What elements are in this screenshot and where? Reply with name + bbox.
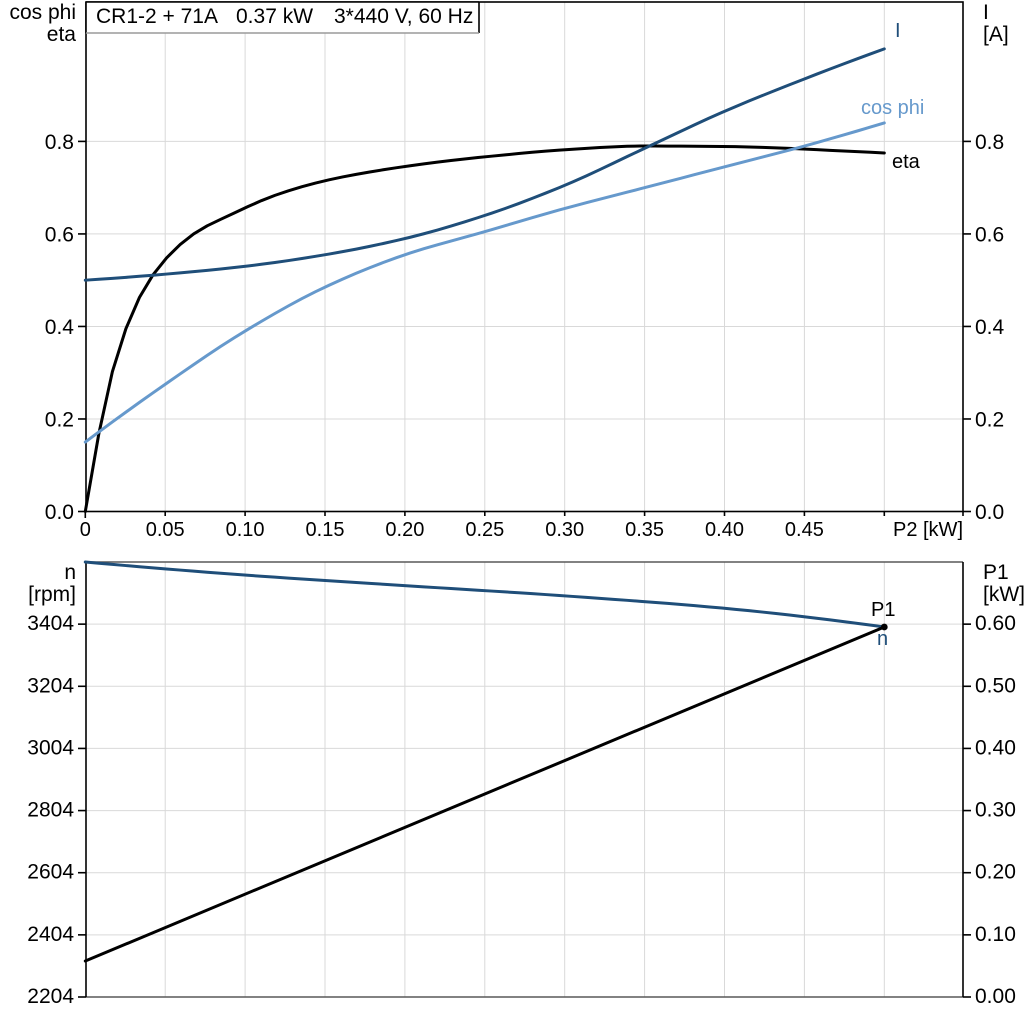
svg-text:2404: 2404 bbox=[27, 923, 74, 946]
svg-text:0.45: 0.45 bbox=[785, 519, 824, 541]
svg-text:0.25: 0.25 bbox=[465, 519, 504, 541]
svg-text:eta: eta bbox=[47, 23, 77, 46]
svg-text:cos phi: cos phi bbox=[861, 97, 924, 119]
svg-text:P1: P1 bbox=[983, 561, 1009, 584]
svg-text:0.6: 0.6 bbox=[975, 224, 1004, 247]
svg-text:0.4: 0.4 bbox=[45, 316, 75, 339]
svg-text:cos phi: cos phi bbox=[9, 1, 76, 24]
svg-text:0.15: 0.15 bbox=[306, 519, 345, 541]
svg-text:eta: eta bbox=[892, 151, 921, 173]
svg-text:0.0: 0.0 bbox=[975, 501, 1004, 524]
svg-text:P1: P1 bbox=[871, 599, 895, 621]
svg-text:3404: 3404 bbox=[27, 612, 74, 635]
svg-text:0.30: 0.30 bbox=[545, 519, 584, 541]
svg-text:0.0: 0.0 bbox=[45, 501, 74, 524]
svg-text:0.20: 0.20 bbox=[385, 519, 424, 541]
svg-text:0.05: 0.05 bbox=[146, 519, 185, 541]
svg-text:0.8: 0.8 bbox=[45, 131, 74, 154]
svg-text:0: 0 bbox=[80, 519, 91, 541]
svg-text:I: I bbox=[895, 20, 901, 42]
svg-text:0.2: 0.2 bbox=[975, 409, 1004, 432]
svg-text:0.37 kW: 0.37 kW bbox=[236, 5, 313, 28]
svg-text:0.40: 0.40 bbox=[705, 519, 744, 541]
svg-text:[A]: [A] bbox=[983, 23, 1009, 46]
svg-text:0.30: 0.30 bbox=[975, 799, 1016, 822]
svg-text:3*440 V, 60 Hz: 3*440 V, 60 Hz bbox=[334, 5, 473, 28]
svg-text:P2 [kW]: P2 [kW] bbox=[893, 519, 963, 541]
svg-text:0.00: 0.00 bbox=[975, 985, 1016, 1008]
svg-text:I: I bbox=[983, 1, 989, 24]
svg-text:[kW]: [kW] bbox=[983, 583, 1024, 606]
svg-text:2804: 2804 bbox=[27, 799, 74, 822]
svg-text:n: n bbox=[877, 628, 888, 650]
svg-text:0.6: 0.6 bbox=[45, 224, 74, 247]
svg-text:3004: 3004 bbox=[27, 736, 74, 759]
svg-text:0.4: 0.4 bbox=[975, 316, 1005, 339]
svg-text:2604: 2604 bbox=[27, 861, 74, 884]
svg-text:0.50: 0.50 bbox=[975, 674, 1016, 697]
svg-text:0.20: 0.20 bbox=[975, 861, 1016, 884]
svg-text:CR1-2 + 71A: CR1-2 + 71A bbox=[96, 5, 218, 28]
svg-text:0.10: 0.10 bbox=[226, 519, 265, 541]
svg-text:0.35: 0.35 bbox=[625, 519, 664, 541]
svg-text:[rpm]: [rpm] bbox=[28, 583, 76, 606]
svg-text:0.40: 0.40 bbox=[975, 736, 1016, 759]
svg-text:0.10: 0.10 bbox=[975, 923, 1016, 946]
svg-text:0.2: 0.2 bbox=[45, 409, 74, 432]
svg-text:2204: 2204 bbox=[27, 985, 74, 1008]
svg-text:3204: 3204 bbox=[27, 674, 74, 697]
svg-text:n: n bbox=[64, 561, 76, 584]
svg-text:0.8: 0.8 bbox=[975, 131, 1004, 154]
svg-text:0.60: 0.60 bbox=[975, 612, 1016, 635]
